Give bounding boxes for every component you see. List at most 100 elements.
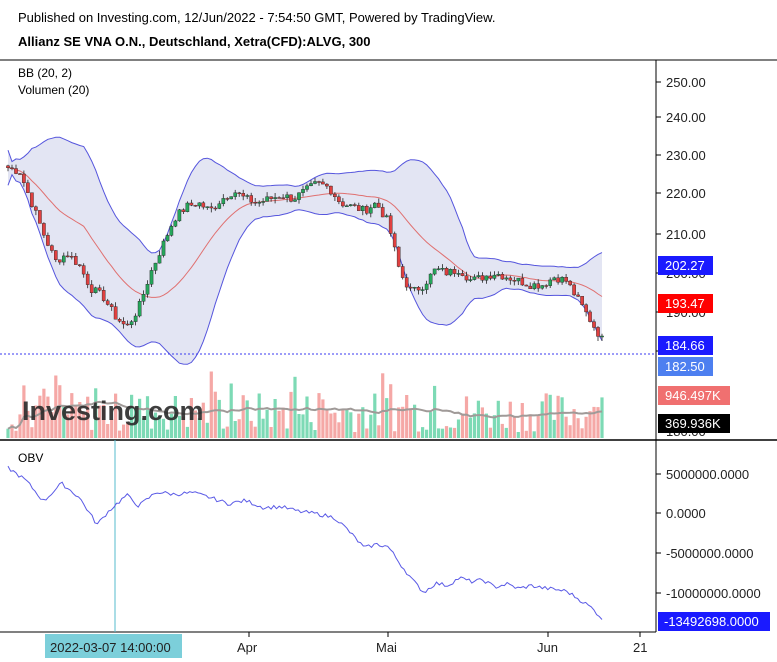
volume-bar <box>58 385 62 438</box>
volume-bar <box>189 398 193 438</box>
obv-path <box>7 465 603 620</box>
volume-bar <box>165 429 170 438</box>
volume-bar <box>42 388 46 438</box>
volume-bar <box>536 414 540 438</box>
volume-bar <box>556 395 560 438</box>
volume-bar <box>512 416 516 438</box>
volume-bar <box>110 419 114 438</box>
candle-body <box>596 327 600 337</box>
obv-badge: -13492698.0000 <box>658 612 770 631</box>
volume-bar <box>456 419 461 438</box>
candle-body <box>345 205 349 208</box>
candle-body <box>540 285 544 289</box>
candle-body <box>93 287 98 293</box>
candle-body <box>365 205 369 214</box>
candle-body <box>38 210 42 224</box>
volume-bar <box>341 409 345 438</box>
volume-bar <box>325 410 329 438</box>
volume-bar <box>14 430 18 438</box>
candle-body <box>265 196 269 202</box>
volume-bar <box>516 432 520 438</box>
obv-indicator-label[interactable]: OBV <box>18 451 44 465</box>
bb-upper-line <box>7 136 603 269</box>
candle-body <box>97 287 102 291</box>
candle-body <box>536 283 540 289</box>
volume-bar <box>241 395 245 438</box>
candle-body <box>420 289 425 291</box>
obv-tick: -5000000.0000 <box>666 546 753 561</box>
volume-bar <box>349 412 353 438</box>
candle-body <box>62 255 66 263</box>
candle-body <box>229 196 234 200</box>
candle-body <box>548 279 552 286</box>
volume-bar <box>281 407 285 438</box>
candle-body <box>173 220 178 227</box>
crosshair-date-badge: 2022-03-07 14:00:00 <box>45 634 182 658</box>
candle-body <box>456 273 461 275</box>
obv-tick: 5000000.0000 <box>666 467 749 482</box>
candle-body <box>297 192 301 200</box>
volume-bar <box>321 399 325 438</box>
volume-bar <box>70 393 74 438</box>
volume-bar <box>22 385 26 438</box>
investing-watermark: Investing.com <box>22 396 204 426</box>
candle-body <box>349 204 353 207</box>
candle-body <box>245 195 250 197</box>
candle-body <box>341 201 345 207</box>
volume-bar <box>285 428 289 438</box>
volume-bar <box>421 427 425 438</box>
candle-body <box>428 273 433 285</box>
volume-bar <box>444 426 449 438</box>
candle-body <box>217 203 222 209</box>
svg-text:184.66: 184.66 <box>665 338 705 353</box>
candle-body <box>269 196 273 199</box>
volume-bar <box>66 414 70 438</box>
candle-body <box>369 207 373 214</box>
candle-body <box>512 280 517 282</box>
volume-bar <box>169 413 173 438</box>
volume-bar <box>552 419 556 438</box>
bb-indicator-label[interactable]: BB (20, 2) <box>18 66 73 80</box>
candle-body <box>129 321 134 326</box>
volume-bar <box>369 414 373 438</box>
volume-bar <box>333 412 337 438</box>
candle-body <box>520 277 525 286</box>
volume-bar <box>221 428 225 438</box>
candle-body <box>436 268 441 270</box>
volume-bar <box>277 410 281 438</box>
volume-bar <box>249 420 253 438</box>
candle-body <box>309 183 313 186</box>
volume-indicator-label[interactable]: Volumen (20) <box>18 83 90 97</box>
volume-bar <box>472 413 476 438</box>
volume-bar <box>313 430 317 438</box>
volume-bar <box>245 400 249 438</box>
candle-body <box>488 275 493 279</box>
volume-bar <box>520 403 524 438</box>
candle-body <box>377 202 381 208</box>
candle-body <box>325 183 329 187</box>
candle-body <box>213 207 218 210</box>
volume-bar <box>177 415 181 438</box>
volume-bar <box>504 427 508 438</box>
bb-lower-line <box>7 173 603 365</box>
candle-body <box>77 264 82 266</box>
candle-body <box>492 274 497 279</box>
candle-body <box>189 202 194 206</box>
candle-body <box>301 189 305 193</box>
time-axis: Apr Mai Jun 21 <box>237 632 647 655</box>
candle-body <box>329 185 333 195</box>
candle-body <box>30 192 34 207</box>
time-label: 21 <box>633 640 647 655</box>
candle-body <box>26 182 30 193</box>
volume-ma-badge: 369.936K <box>658 414 730 433</box>
candle-body <box>201 202 206 208</box>
bollinger-bands <box>7 136 603 365</box>
candle-body <box>424 283 429 290</box>
volume-bar <box>6 428 10 438</box>
candle-body <box>408 286 413 289</box>
volume-bar <box>138 398 142 438</box>
candle-body <box>556 277 560 283</box>
volume-bar <box>345 408 349 438</box>
candle-body <box>552 277 556 281</box>
